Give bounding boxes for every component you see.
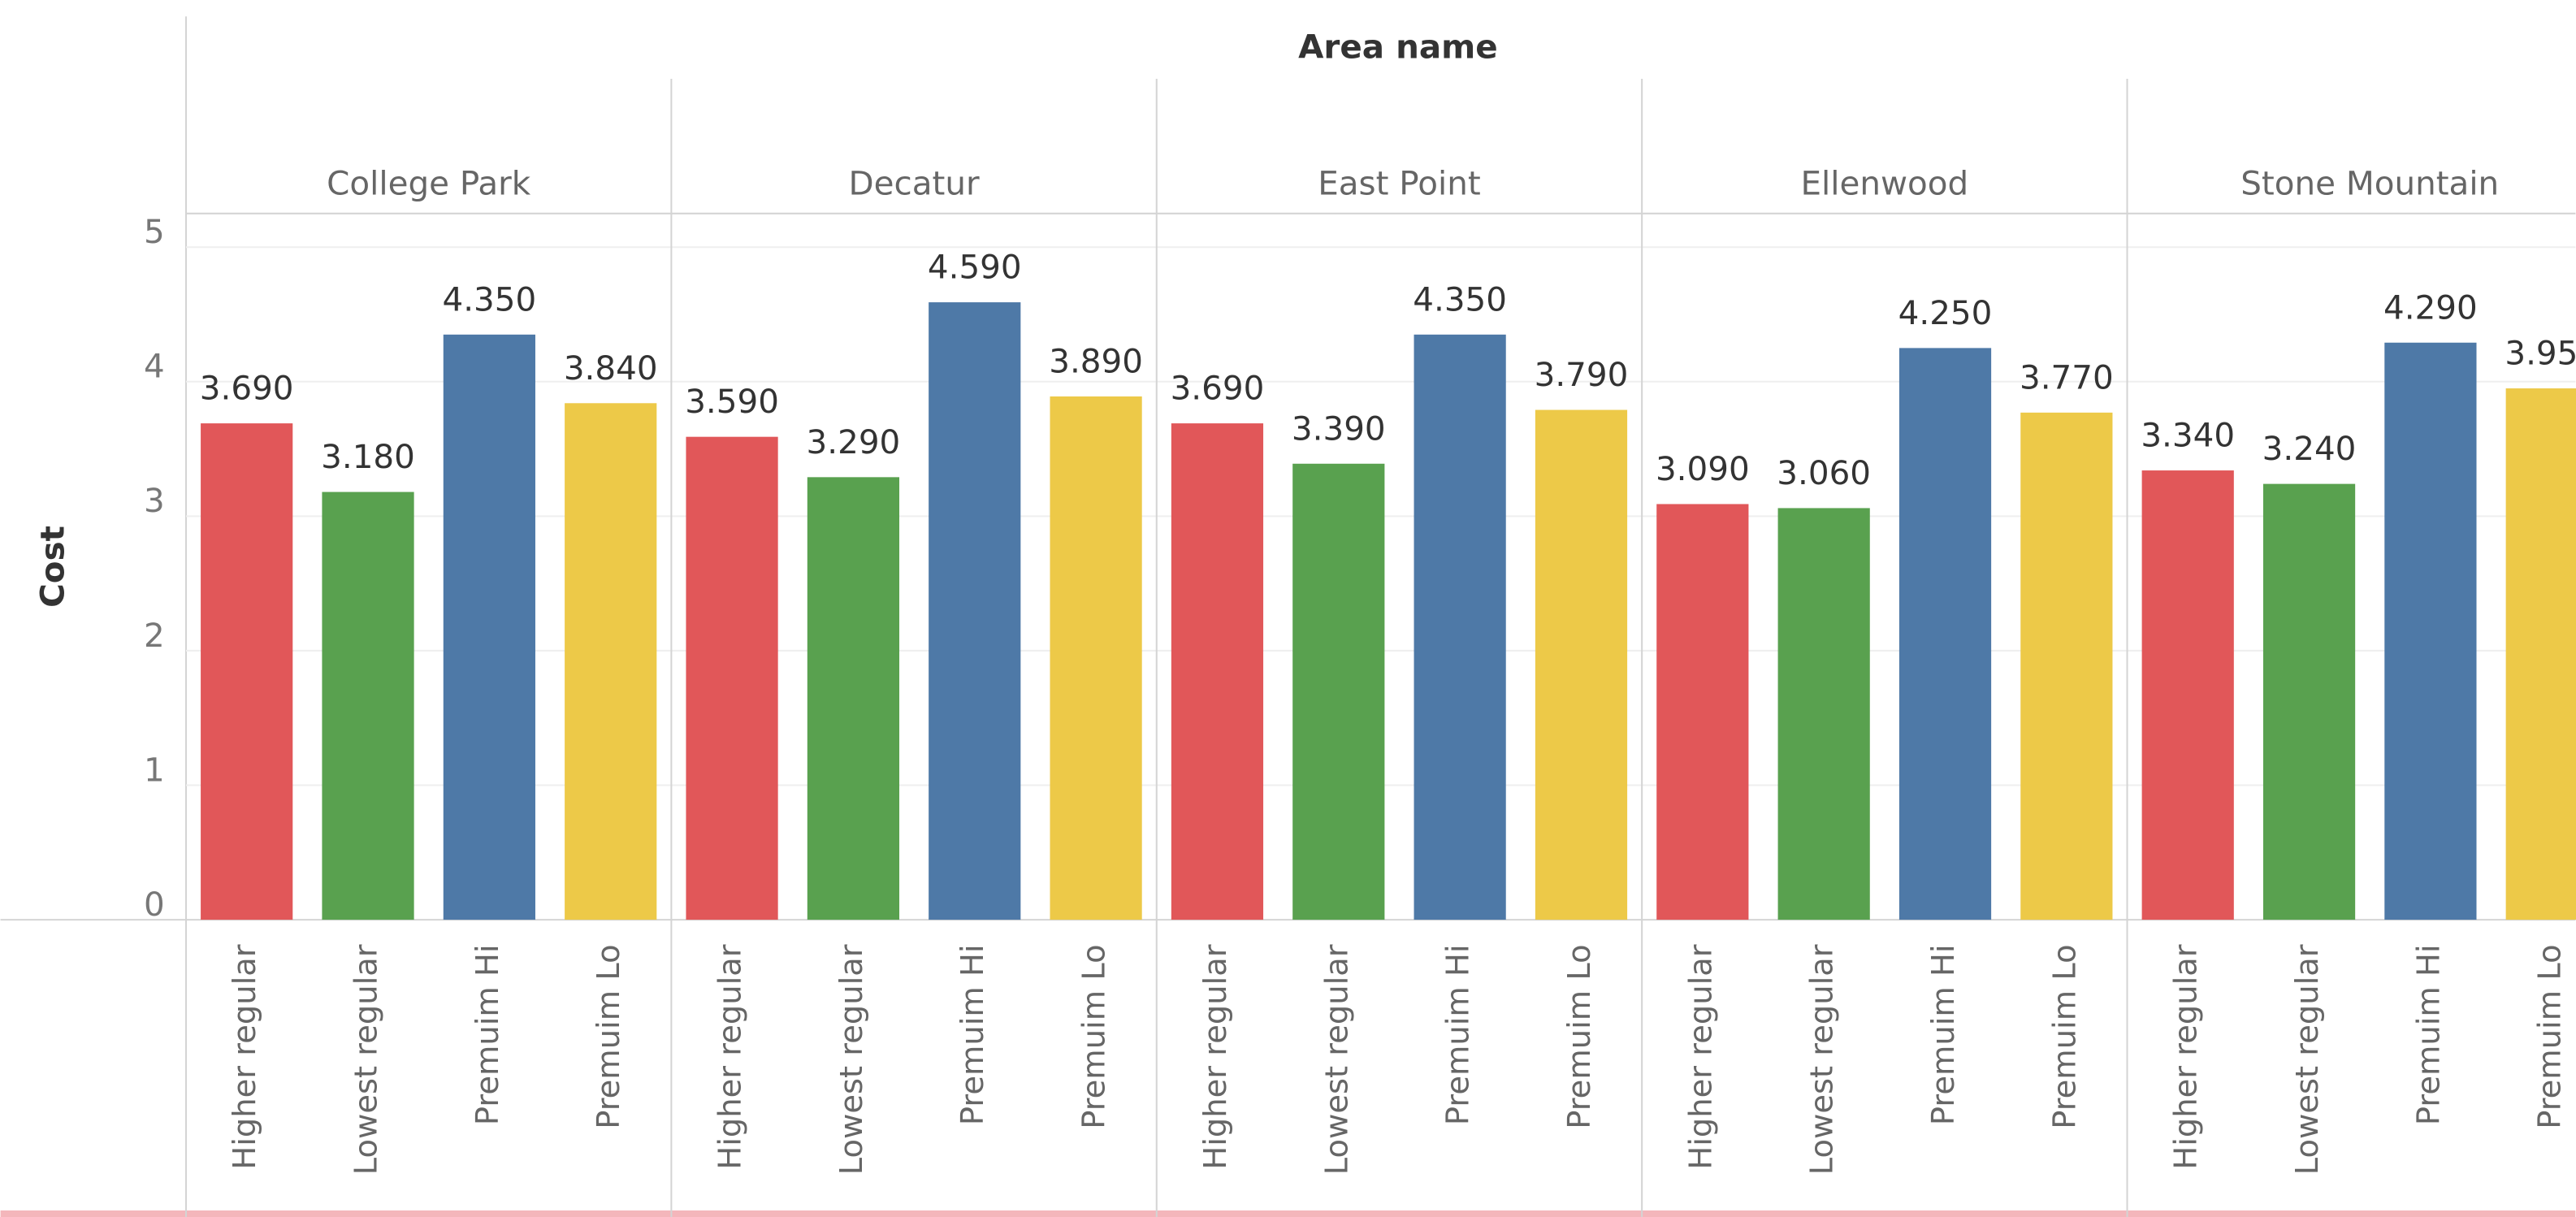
value-label: 3.090	[1656, 449, 1750, 488]
y-tick-label: 4	[144, 347, 165, 386]
x-tick-label: Premuim Lo	[2046, 944, 2083, 1128]
value-label: 4.590	[928, 248, 1022, 287]
bar	[2141, 470, 2234, 920]
value-label: 3.890	[1049, 342, 1143, 381]
y-tick-label: 1	[144, 750, 165, 789]
x-tick-label: Premuim Hi	[1925, 944, 1962, 1125]
x-tick-label: Lowest regular	[2289, 944, 2326, 1175]
header-title: Area name	[1298, 28, 1498, 67]
x-tick-label: Premuim Lo	[591, 944, 627, 1128]
x-tick-label: Higher regular	[1197, 944, 1234, 1169]
x-tick-label: Premuim Hi	[470, 944, 506, 1125]
y-tick-label: 0	[144, 885, 165, 924]
value-label: 4.290	[2383, 288, 2478, 327]
value-label: 4.250	[1898, 293, 1993, 332]
bar	[1292, 463, 1385, 920]
x-tick-label: Premuim Lo	[1076, 944, 1113, 1128]
value-label: 3.690	[200, 369, 294, 408]
value-label: 3.340	[2141, 416, 2235, 455]
x-tick-label: Higher regular	[2168, 944, 2205, 1169]
bottom-strip	[0, 1210, 2576, 1217]
y-axis-label: Cost	[32, 526, 71, 608]
value-label: 3.690	[1171, 369, 1265, 408]
value-label: 3.180	[321, 437, 415, 476]
value-label: 4.350	[443, 279, 537, 318]
x-tick-label: Higher regular	[1682, 944, 1719, 1169]
x-tick-label: Premuim Hi	[955, 944, 991, 1125]
x-tick-label: Higher regular	[712, 944, 749, 1169]
bar	[1535, 409, 1628, 920]
bar	[201, 423, 293, 920]
value-label: 3.950	[2505, 334, 2576, 373]
y-tick-label: 2	[144, 616, 165, 655]
bar	[2262, 483, 2356, 920]
x-tick-label: Premuim Hi	[1440, 944, 1477, 1125]
bar	[565, 403, 657, 920]
bar	[1050, 396, 1142, 920]
y-tick-label: 5	[144, 212, 165, 251]
panel-label: East Point	[1318, 163, 1480, 202]
x-tick-label: Premuim Lo	[2532, 944, 2569, 1128]
x-tick-label: Higher regular	[227, 944, 263, 1169]
bar	[443, 334, 535, 920]
value-label: 4.350	[1413, 279, 1507, 318]
bar	[2384, 342, 2477, 920]
panel-label: Decatur	[849, 163, 980, 202]
value-label: 3.590	[685, 382, 779, 421]
value-label: 3.290	[807, 422, 901, 461]
x-tick-label: Premuim Hi	[2410, 944, 2447, 1125]
bar	[1898, 348, 1992, 920]
bar	[929, 302, 1021, 920]
y-tick-label: 3	[144, 481, 165, 520]
x-tick-label: Lowest regular	[349, 944, 385, 1175]
panel-label: College Park	[327, 163, 531, 202]
bar	[322, 492, 414, 920]
value-label: 3.240	[2262, 429, 2357, 468]
panel-label: Ellenwood	[1801, 163, 1969, 202]
x-tick-label: Lowest regular	[1318, 944, 1355, 1175]
bar	[2505, 388, 2576, 920]
value-label: 3.060	[1777, 453, 1871, 492]
bar	[2020, 412, 2113, 920]
bar	[1777, 508, 1870, 920]
bar	[1656, 504, 1749, 920]
x-tick-label: Premuim Lo	[1561, 944, 1598, 1128]
x-tick-label: Lowest regular	[833, 944, 870, 1175]
bar	[1171, 423, 1264, 920]
bar	[807, 477, 900, 920]
value-label: 3.390	[1292, 409, 1386, 448]
value-label: 3.770	[2020, 357, 2114, 396]
value-label: 3.790	[1535, 355, 1629, 394]
x-tick-label: Lowest regular	[1804, 944, 1841, 1175]
bar	[1414, 334, 1506, 920]
panel-label: Stone Mountain	[2240, 163, 2499, 202]
value-label: 3.840	[564, 349, 658, 388]
bar	[686, 436, 778, 920]
